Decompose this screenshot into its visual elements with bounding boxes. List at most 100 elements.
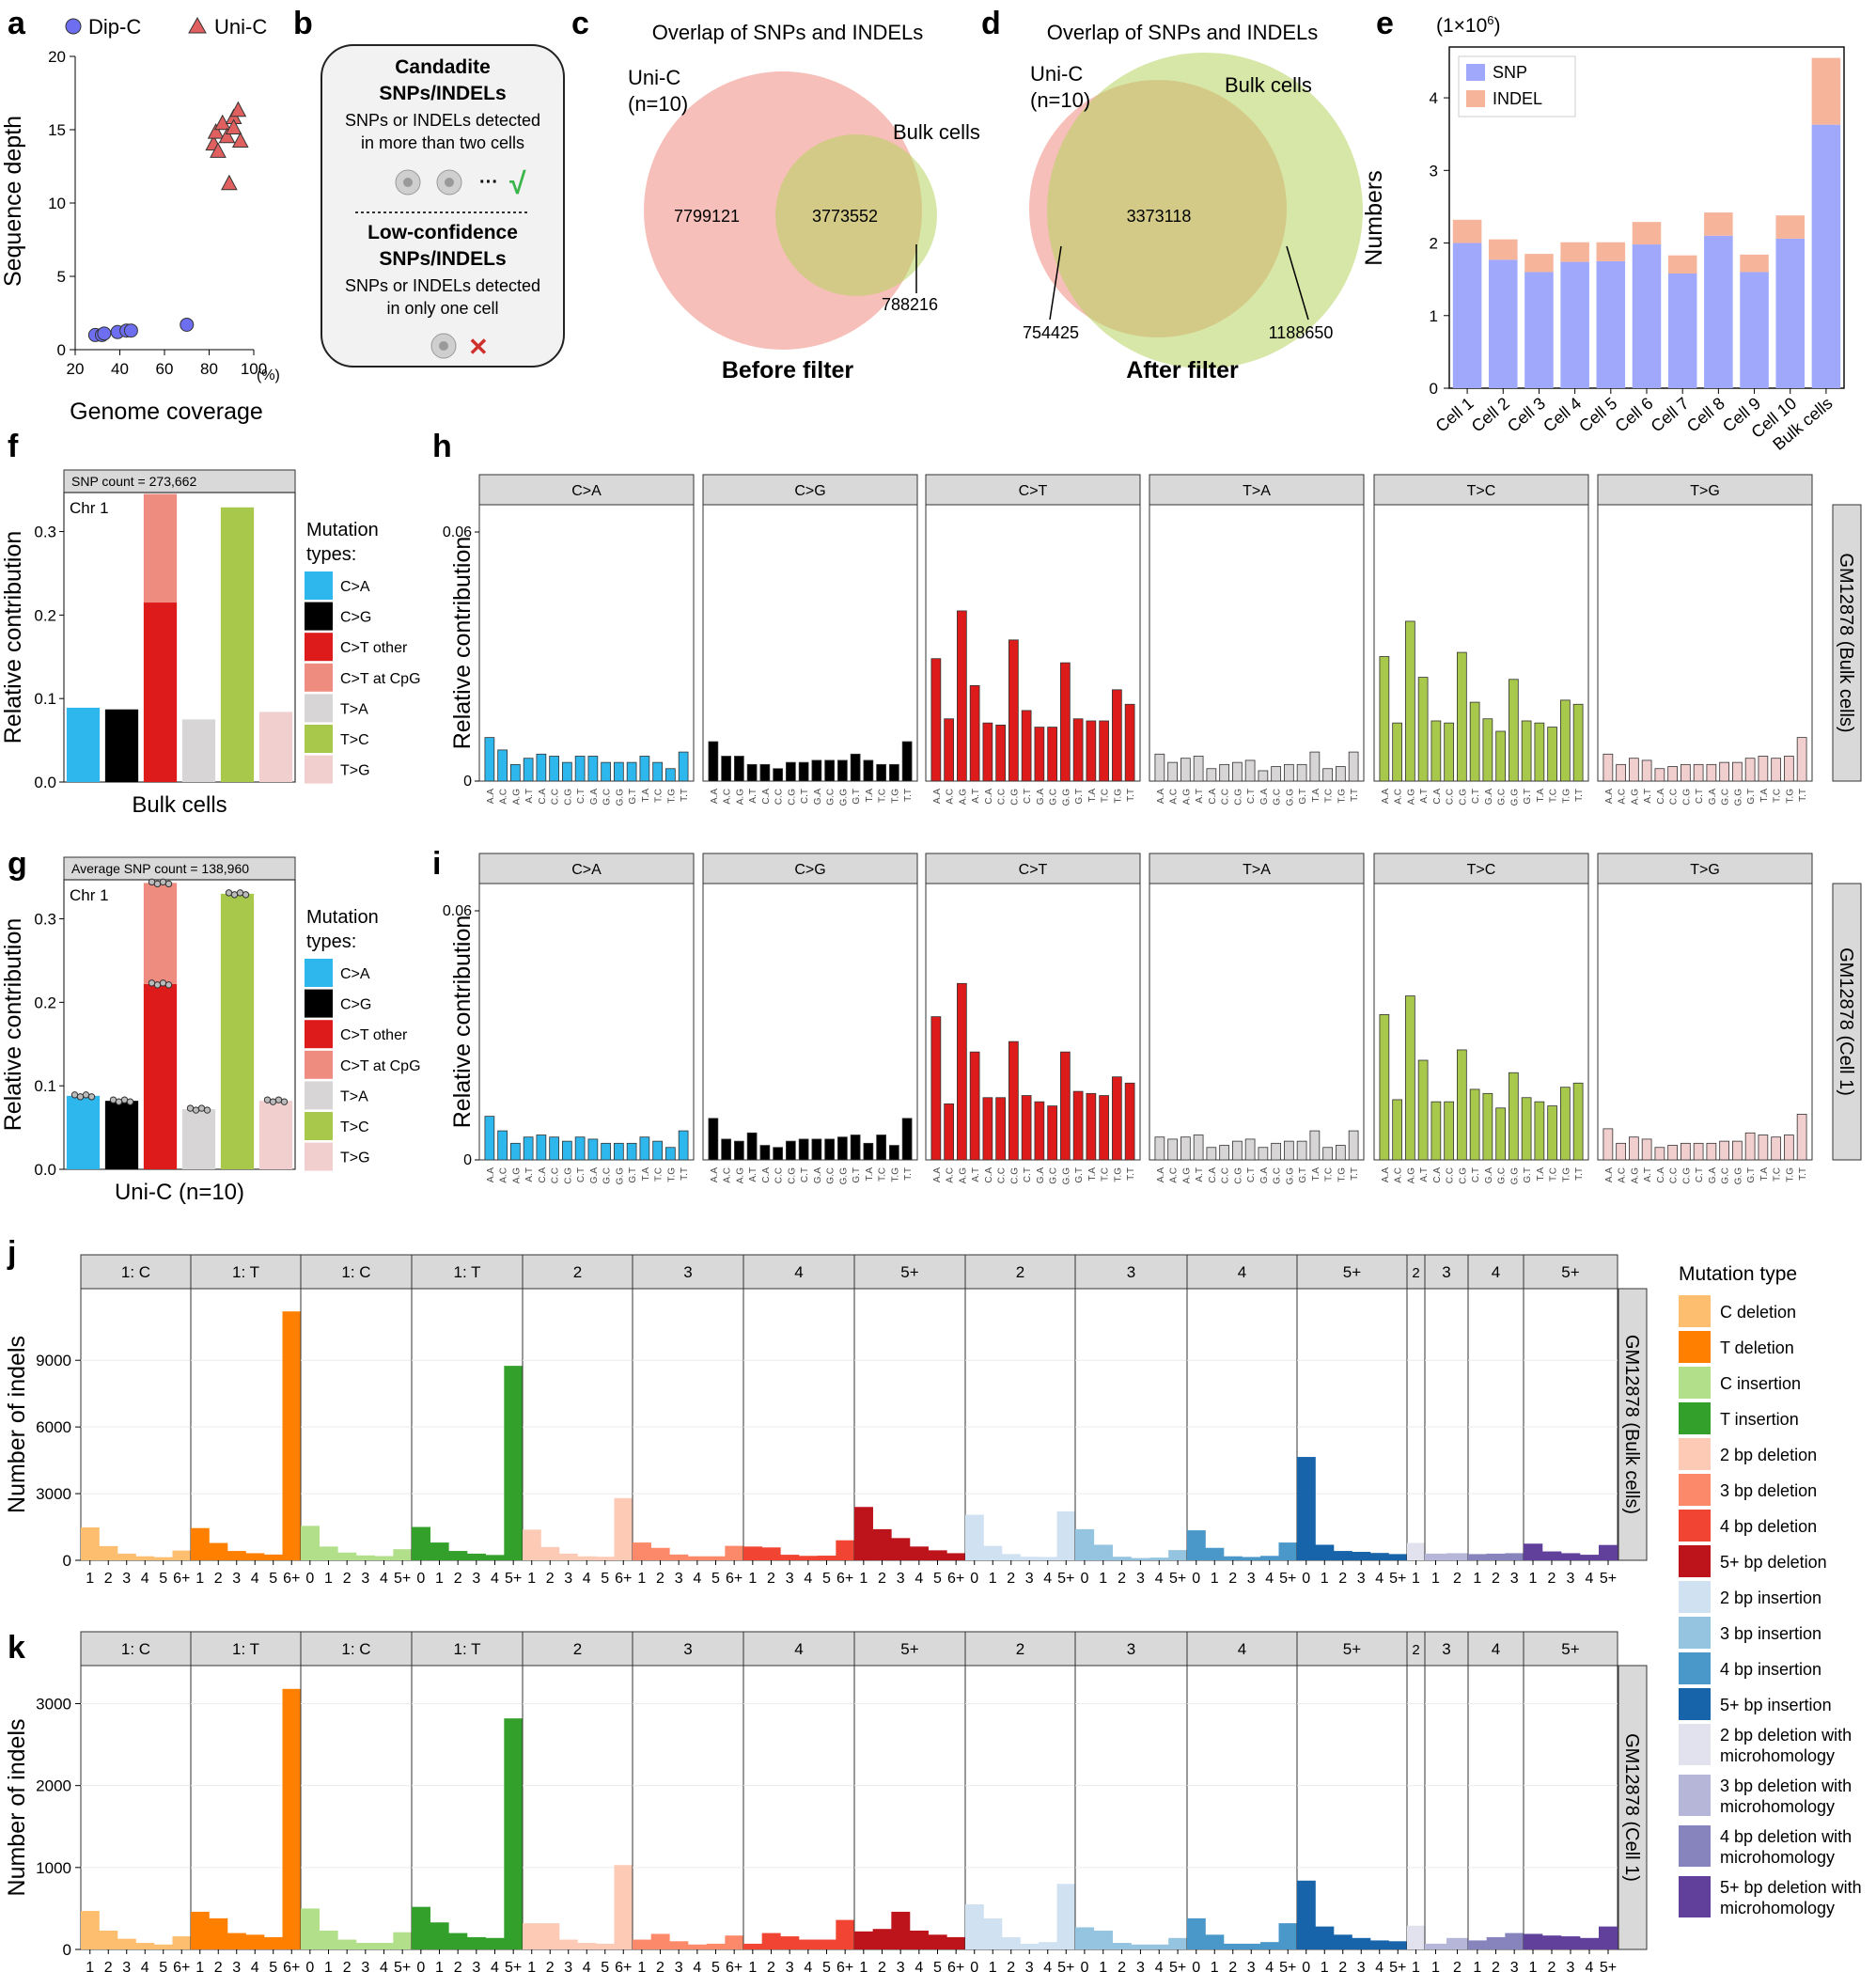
panel-a-unic-point: [221, 174, 238, 191]
panel-k-indel-bar: [1056, 1884, 1076, 1949]
panel-h-context-label: T.T: [1798, 789, 1808, 802]
panel-a-x-tick-label: 40: [111, 360, 129, 378]
panel-i-context-label: G.T: [1746, 1167, 1757, 1183]
panel-i-context-label: C.T: [576, 1167, 586, 1182]
panel-j-indel-bar: [1352, 1552, 1371, 1560]
panel-f-bar: [181, 719, 216, 782]
panel-j-x-tick-label: 5+: [1279, 1571, 1296, 1587]
panel-g-bar: [143, 883, 178, 984]
panel-i-context-label: G.G: [838, 1167, 849, 1185]
panel-h-context-bar: [1744, 758, 1756, 782]
panel-j-x-tick-label: 6+: [836, 1571, 853, 1587]
panel-h-context-label: T.A: [1087, 789, 1098, 803]
panel-j-indel-bar: [799, 1556, 818, 1560]
panel-i-context-bar: [1641, 1138, 1652, 1161]
panel-i-context-bar: [1167, 1138, 1178, 1161]
panel-g-chr-label: Chr 1: [70, 886, 109, 904]
panel-f-bar: [143, 493, 178, 603]
panel-h-context-bar: [995, 724, 1006, 782]
panel-k-indel-bar: [523, 1923, 541, 1949]
panel-k-indel-bar: [1370, 1940, 1389, 1949]
panel-a-dipc-point: [97, 326, 112, 341]
panel-i-context-label: G.C: [1049, 1167, 1059, 1184]
panel-i-context-label: C.A: [538, 1167, 548, 1183]
panel-i-context-label: C.T: [1023, 1167, 1033, 1182]
panel-g-replicate-dot: [274, 1096, 283, 1103]
panel-i-context-bar: [1771, 1136, 1781, 1161]
panel-h-context-bar: [773, 768, 783, 782]
panel-h-context-label: T.A: [1536, 789, 1546, 803]
panel-i-context-label: A.T: [524, 1167, 535, 1182]
panel-e-bar-indel: [1667, 255, 1697, 274]
panel-k-x-tick-label: 4: [915, 1960, 923, 1972]
panel-j-indel-bar: [1260, 1556, 1279, 1560]
panel-h-context-label: G.G: [1509, 789, 1520, 806]
panel-g-y-label: Relative contribution: [0, 918, 26, 1132]
panel-g-bar: [143, 983, 178, 1169]
panel-e-bar-indel: [1452, 219, 1482, 243]
indel-legend-label: 3 bp deletion with: [1720, 1776, 1852, 1795]
panel-i-context-bar: [1509, 1072, 1519, 1161]
panel-letter-b: b: [293, 6, 313, 41]
panel-c-set-a: Uni-C: [628, 66, 680, 89]
panel-h-context-bar: [1336, 766, 1346, 782]
panel-i-context-bar: [1206, 1147, 1217, 1161]
indel-legend-swatch: [1679, 1581, 1711, 1613]
panel-b-box: [320, 44, 565, 368]
panel-k-indel-bar: [780, 1936, 800, 1949]
panel-k-x-tick-label: 0: [1080, 1960, 1088, 1972]
panel-j-x-tick-label: 1: [1321, 1571, 1329, 1587]
panel-h-context-bar: [1392, 722, 1402, 782]
panel-k-y-tick-label: 1000: [36, 1859, 71, 1877]
panel-i-context-bar: [850, 1135, 861, 1161]
panel-j-x-tick-label: 5: [601, 1571, 609, 1587]
panel-j-x-tick-label: 1: [1412, 1571, 1420, 1587]
panel-c-both: 3773552: [812, 207, 878, 226]
panel-i-context-bar: [1348, 1130, 1359, 1161]
panel-j-x-tick-label: 3: [1247, 1571, 1256, 1587]
panel-j-indel-bar: [1505, 1553, 1524, 1560]
panel-i-context-label: T.T: [1350, 1167, 1360, 1181]
panel-j-facet-plot: [1424, 1288, 1469, 1561]
panel-h-context-label: C.A: [761, 789, 772, 805]
panel-e-bar-indel: [1811, 57, 1841, 125]
panel-k-x-tick-label: 1: [859, 1960, 868, 1972]
panel-h-context-label: T.T: [1574, 789, 1585, 802]
panel-i-context-label: A.C: [1618, 1167, 1628, 1183]
panel-a-y-tick-label: 10: [48, 195, 66, 212]
panel-h-y-tick-label: 0.06: [443, 524, 472, 540]
panel-b-cross-icon: ✕: [468, 333, 489, 361]
panel-k-x-tick-label: 1: [1473, 1960, 1481, 1972]
panel-i-context-bar: [1180, 1136, 1191, 1161]
indel-legend-label: T insertion: [1720, 1410, 1799, 1429]
panel-i-context-label: G.A: [1484, 1167, 1494, 1184]
panel-k-indel-bar: [448, 1933, 468, 1949]
panel-e-bar-indel: [1524, 254, 1554, 273]
panel-g-replicate-dot: [126, 1098, 134, 1105]
panel-j-x-tick-label: 3: [122, 1571, 131, 1587]
panel-i-context-bar: [562, 1140, 572, 1161]
panel-i-context-bar: [876, 1135, 886, 1161]
panel-k-indel-bar: [577, 1943, 597, 1949]
panel-i-context-bar: [1219, 1145, 1229, 1161]
panel-h-context-label: T.T: [1350, 789, 1360, 802]
panel-h-facet-plot: [702, 504, 918, 782]
panel-k-indel-bar: [614, 1865, 633, 1949]
panel-i-context-label: C.G: [1458, 1167, 1468, 1184]
panel-k-x-tick-label: 5+: [1600, 1960, 1617, 1972]
panel-k-facet-label: 2: [1016, 1640, 1024, 1658]
panel-h-context-bar: [1167, 761, 1178, 782]
panel-j-indel-bar: [1580, 1555, 1600, 1560]
panel-k-indel-bar: [1260, 1942, 1279, 1949]
panel-i-context-bar: [889, 1145, 899, 1161]
panel-e-y-tick-label: 0: [1430, 380, 1438, 398]
panel-k-indel-bar: [393, 1932, 413, 1949]
panel-h-context-label: C.T: [1246, 789, 1257, 804]
panel-k-facet-plot: [80, 1665, 192, 1950]
panel-h-context-label: T.C: [1549, 789, 1559, 803]
panel-j-x-tick-label: 4: [693, 1571, 701, 1587]
panel-j-facet-strip: [1523, 1254, 1618, 1290]
panel-h-context-label: T.G: [1561, 789, 1571, 804]
panel-j-facet-label: 5+: [900, 1263, 918, 1281]
panel-g-replicate-dot: [280, 1098, 289, 1105]
